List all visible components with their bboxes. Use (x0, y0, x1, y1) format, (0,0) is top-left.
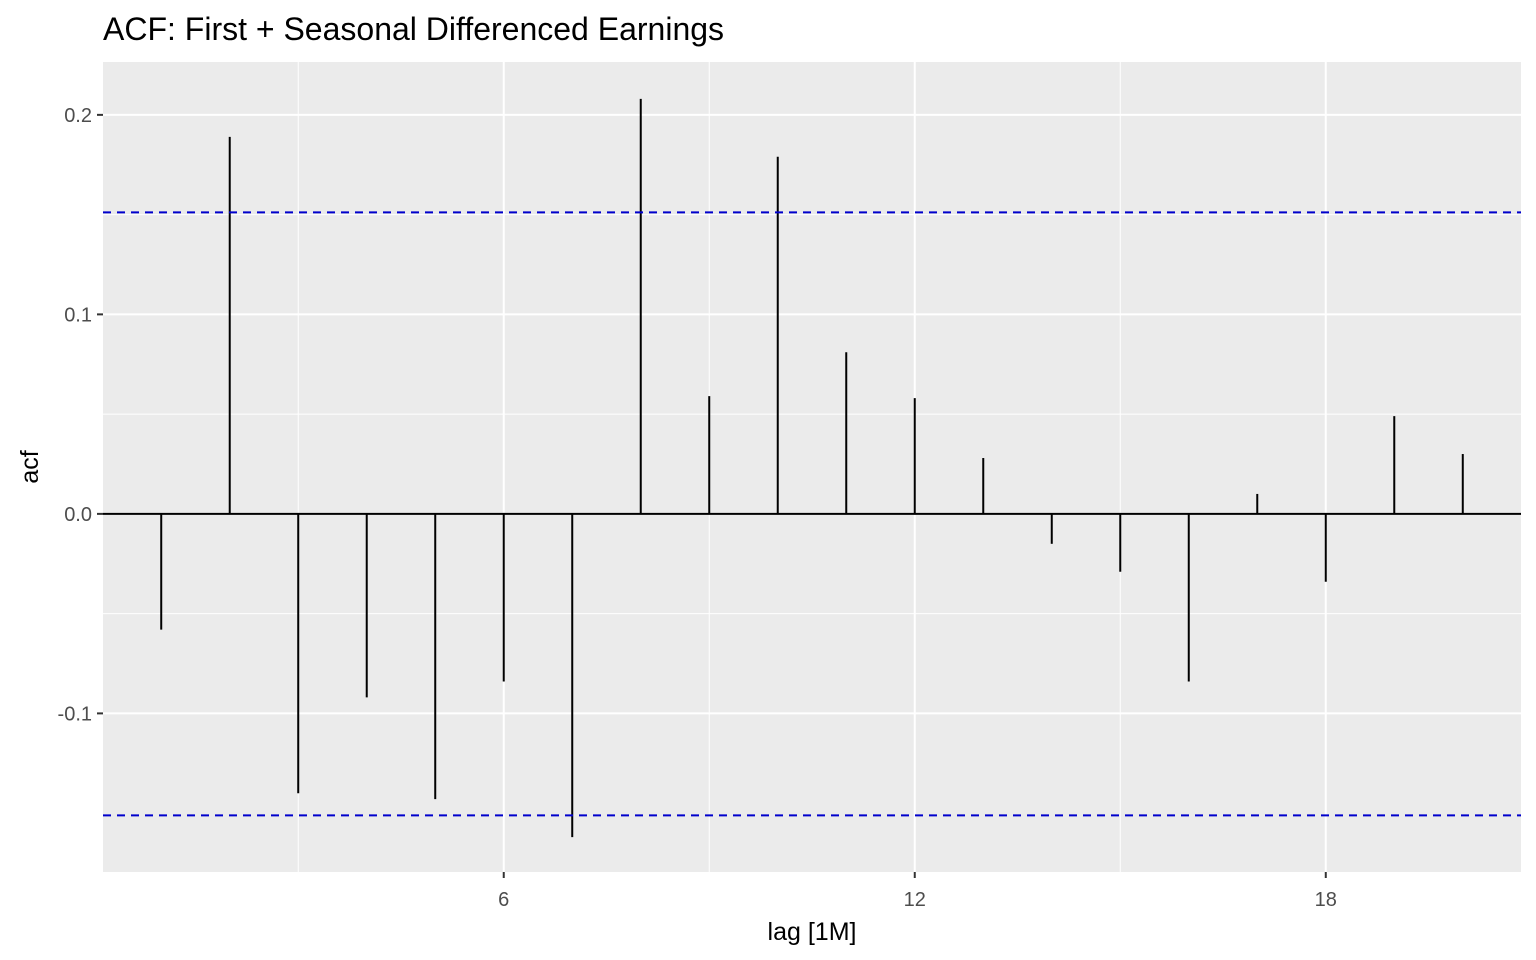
y-axis-title: acf (16, 450, 44, 483)
acf-bars (160, 98, 1464, 838)
y-axis: -0.1 0.0 0.1 0.2 (58, 105, 103, 725)
x-axis: 6 12 18 (498, 872, 1337, 911)
y-tick-label: 0.1 (64, 304, 92, 326)
x-axis-title: lag [1M] (768, 918, 857, 946)
confidence-bounds (103, 211, 1521, 817)
major-gridlines (103, 62, 1521, 872)
chart-title: ACF: First + Seasonal Differenced Earnin… (103, 11, 724, 47)
x-tick-label: 6 (498, 889, 509, 911)
y-tick-label: -0.1 (58, 703, 92, 725)
y-tick-label: 0.2 (64, 105, 92, 127)
y-tick-label: 0.0 (64, 504, 92, 526)
x-tick-label: 12 (904, 889, 926, 911)
plot-panel (103, 62, 1521, 872)
x-tick-label: 18 (1315, 889, 1337, 911)
